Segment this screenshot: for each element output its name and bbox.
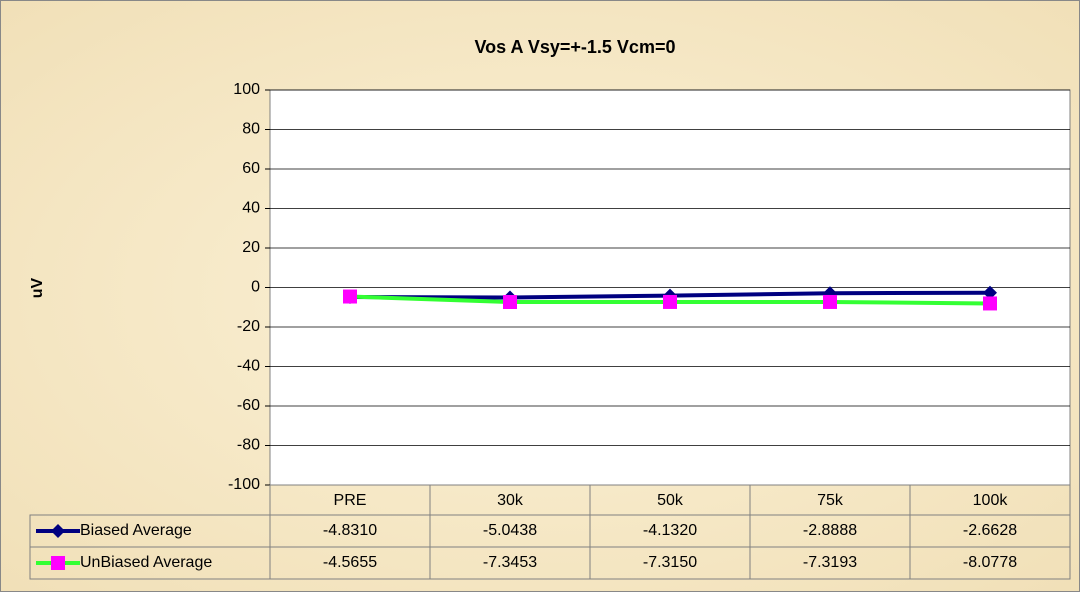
legend-label: Biased Average [80, 522, 192, 539]
x-tick-label: PRE [334, 492, 367, 509]
y-tick-label: 100 [233, 81, 260, 98]
table-value: -8.0778 [963, 554, 1017, 571]
marker [983, 285, 997, 300]
table-value: -7.3193 [803, 554, 857, 571]
y-axis-label: uV [29, 277, 46, 298]
y-tick-label: -40 [237, 358, 260, 375]
legend-marker [51, 524, 65, 538]
table-value: -2.8888 [803, 522, 857, 539]
y-tick-label: 60 [242, 160, 260, 177]
table-value: -5.0438 [483, 522, 537, 539]
table-value: -2.6628 [963, 522, 1017, 539]
y-tick-label: 20 [242, 239, 260, 256]
y-tick-label: 0 [251, 279, 260, 296]
x-tick-label: 75k [817, 492, 844, 509]
table-value: -4.1320 [643, 522, 697, 539]
legend-marker [51, 556, 65, 570]
marker [983, 296, 997, 311]
y-tick-label: -100 [228, 476, 260, 493]
y-tick-label: 80 [242, 121, 260, 138]
table-value: -7.3453 [483, 554, 537, 571]
y-tick-label: -20 [237, 318, 260, 335]
table-value: -7.3150 [643, 554, 697, 571]
legend-label: UnBiased Average [80, 554, 212, 571]
y-tick-label: 40 [242, 200, 260, 217]
x-tick-label: 30k [497, 492, 524, 509]
y-tick-label: -80 [237, 437, 260, 454]
marker [503, 295, 517, 310]
marker [343, 289, 357, 304]
marker [823, 294, 837, 309]
chart-title: Vos A Vsy=+-1.5 Vcm=0 [475, 37, 676, 57]
table-value: -4.5655 [323, 554, 377, 571]
y-tick-label: -60 [237, 397, 260, 414]
x-tick-label: 50k [657, 492, 684, 509]
x-tick-label: 100k [973, 492, 1009, 509]
table-value: -4.8310 [323, 522, 377, 539]
marker [663, 294, 677, 309]
